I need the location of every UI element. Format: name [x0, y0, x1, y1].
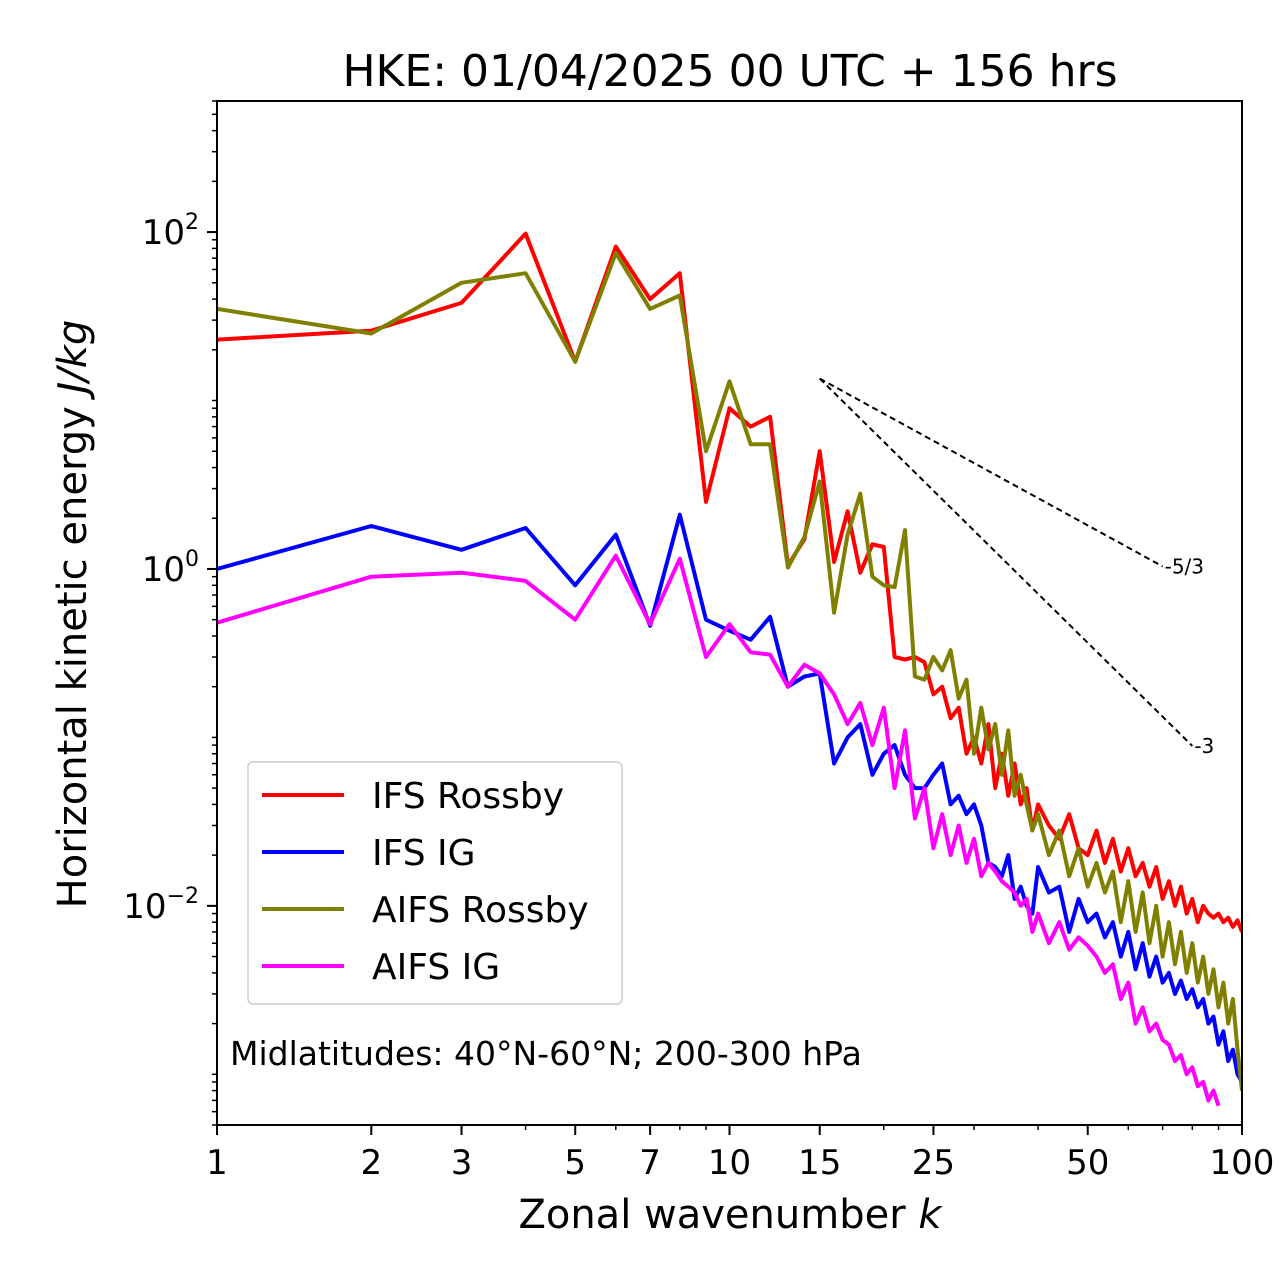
series-line-1 [217, 512, 1242, 1084]
y-axis-label: Horizontal kinetic energy J/kg [50, 320, 96, 909]
y-tick-label: 100 [142, 547, 199, 590]
legend-label-1: IFS IG [372, 833, 476, 874]
slope-labels: -5/3 -3 [1165, 554, 1215, 758]
region-annotation: Midlatitudes: 40°N-60°N; 200-300 hPa [230, 1034, 862, 1073]
x-tick-label: 15 [798, 1143, 841, 1183]
x-tick-label: 100 [1210, 1143, 1275, 1183]
series-line-2 [217, 251, 1242, 1091]
x-axis-ticks: 1 2 3 5 7 10 15 25 50 100 [206, 1125, 1274, 1183]
x-tick-label: 3 [451, 1143, 473, 1183]
legend-label-0: IFS Rossby [372, 776, 564, 817]
legend-box [247, 761, 623, 1005]
legend-label-3: AIFS IG [372, 947, 500, 988]
slope-label-0: -5/3 [1165, 554, 1204, 578]
plot-lines [217, 231, 1242, 1107]
x-tick-label: 25 [912, 1143, 955, 1183]
reference-slopes [819, 377, 1194, 747]
x-tick-label: 2 [360, 1143, 382, 1183]
y-tick-label: 10−2 [123, 884, 199, 927]
slope-line-0 [819, 377, 1164, 568]
x-axis-label: Zonal wavenumber k [518, 1192, 943, 1238]
legend: IFS Rossby IFS IG AIFS Rossby AIFS IG [247, 761, 623, 1005]
legend-label-2: AIFS Rossby [372, 890, 589, 931]
x-tick-label: 1 [206, 1143, 228, 1183]
chart-title: HKE: 01/04/2025 00 UTC + 156 hrs [342, 46, 1117, 97]
y-tick-label: 102 [142, 210, 199, 253]
x-tick-label: 10 [708, 1143, 751, 1183]
x-tick-label: 50 [1066, 1143, 1109, 1183]
slope-line-1 [819, 377, 1194, 747]
x-tick-label: 5 [564, 1143, 586, 1183]
slope-label-1: -3 [1194, 734, 1214, 758]
y-axis-ticks: 102 100 10−2 [123, 100, 217, 1126]
x-tick-label: 7 [639, 1143, 661, 1183]
series-line-3 [217, 553, 1221, 1107]
